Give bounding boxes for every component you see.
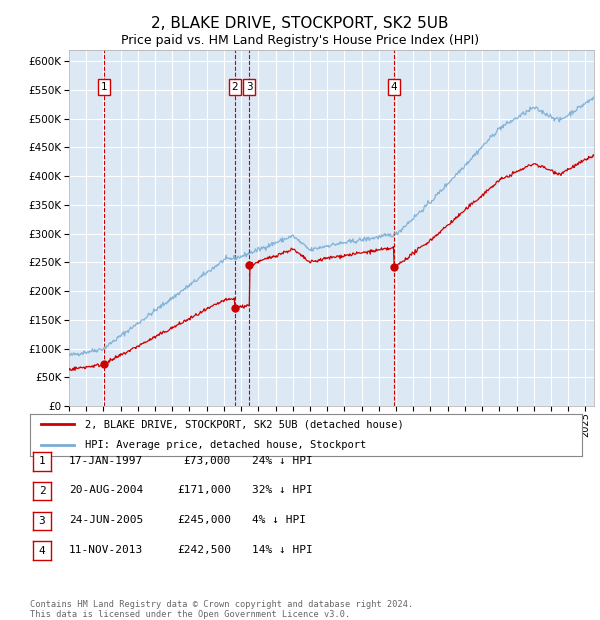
Text: 2: 2 (232, 82, 238, 92)
Text: 3: 3 (246, 82, 253, 92)
Text: 1: 1 (101, 82, 107, 92)
Text: £73,000: £73,000 (184, 456, 231, 466)
Text: £242,500: £242,500 (177, 545, 231, 555)
Text: 14% ↓ HPI: 14% ↓ HPI (252, 545, 313, 555)
Text: 32% ↓ HPI: 32% ↓ HPI (252, 485, 313, 495)
Text: 20-AUG-2004: 20-AUG-2004 (69, 485, 143, 495)
Text: £171,000: £171,000 (177, 485, 231, 495)
Text: 2: 2 (38, 486, 46, 496)
Text: 1: 1 (38, 456, 46, 466)
Text: 24% ↓ HPI: 24% ↓ HPI (252, 456, 313, 466)
Text: 4: 4 (38, 546, 46, 556)
Text: 2, BLAKE DRIVE, STOCKPORT, SK2 5UB: 2, BLAKE DRIVE, STOCKPORT, SK2 5UB (151, 16, 449, 30)
Text: 4: 4 (391, 82, 397, 92)
Text: Contains HM Land Registry data © Crown copyright and database right 2024.
This d: Contains HM Land Registry data © Crown c… (30, 600, 413, 619)
Text: 4% ↓ HPI: 4% ↓ HPI (252, 515, 306, 525)
Text: 3: 3 (38, 516, 46, 526)
Text: £245,000: £245,000 (177, 515, 231, 525)
Text: 24-JUN-2005: 24-JUN-2005 (69, 515, 143, 525)
Text: 11-NOV-2013: 11-NOV-2013 (69, 545, 143, 555)
Text: HPI: Average price, detached house, Stockport: HPI: Average price, detached house, Stoc… (85, 440, 367, 450)
Text: 2, BLAKE DRIVE, STOCKPORT, SK2 5UB (detached house): 2, BLAKE DRIVE, STOCKPORT, SK2 5UB (deta… (85, 419, 404, 429)
Text: Price paid vs. HM Land Registry's House Price Index (HPI): Price paid vs. HM Land Registry's House … (121, 34, 479, 47)
Text: 17-JAN-1997: 17-JAN-1997 (69, 456, 143, 466)
